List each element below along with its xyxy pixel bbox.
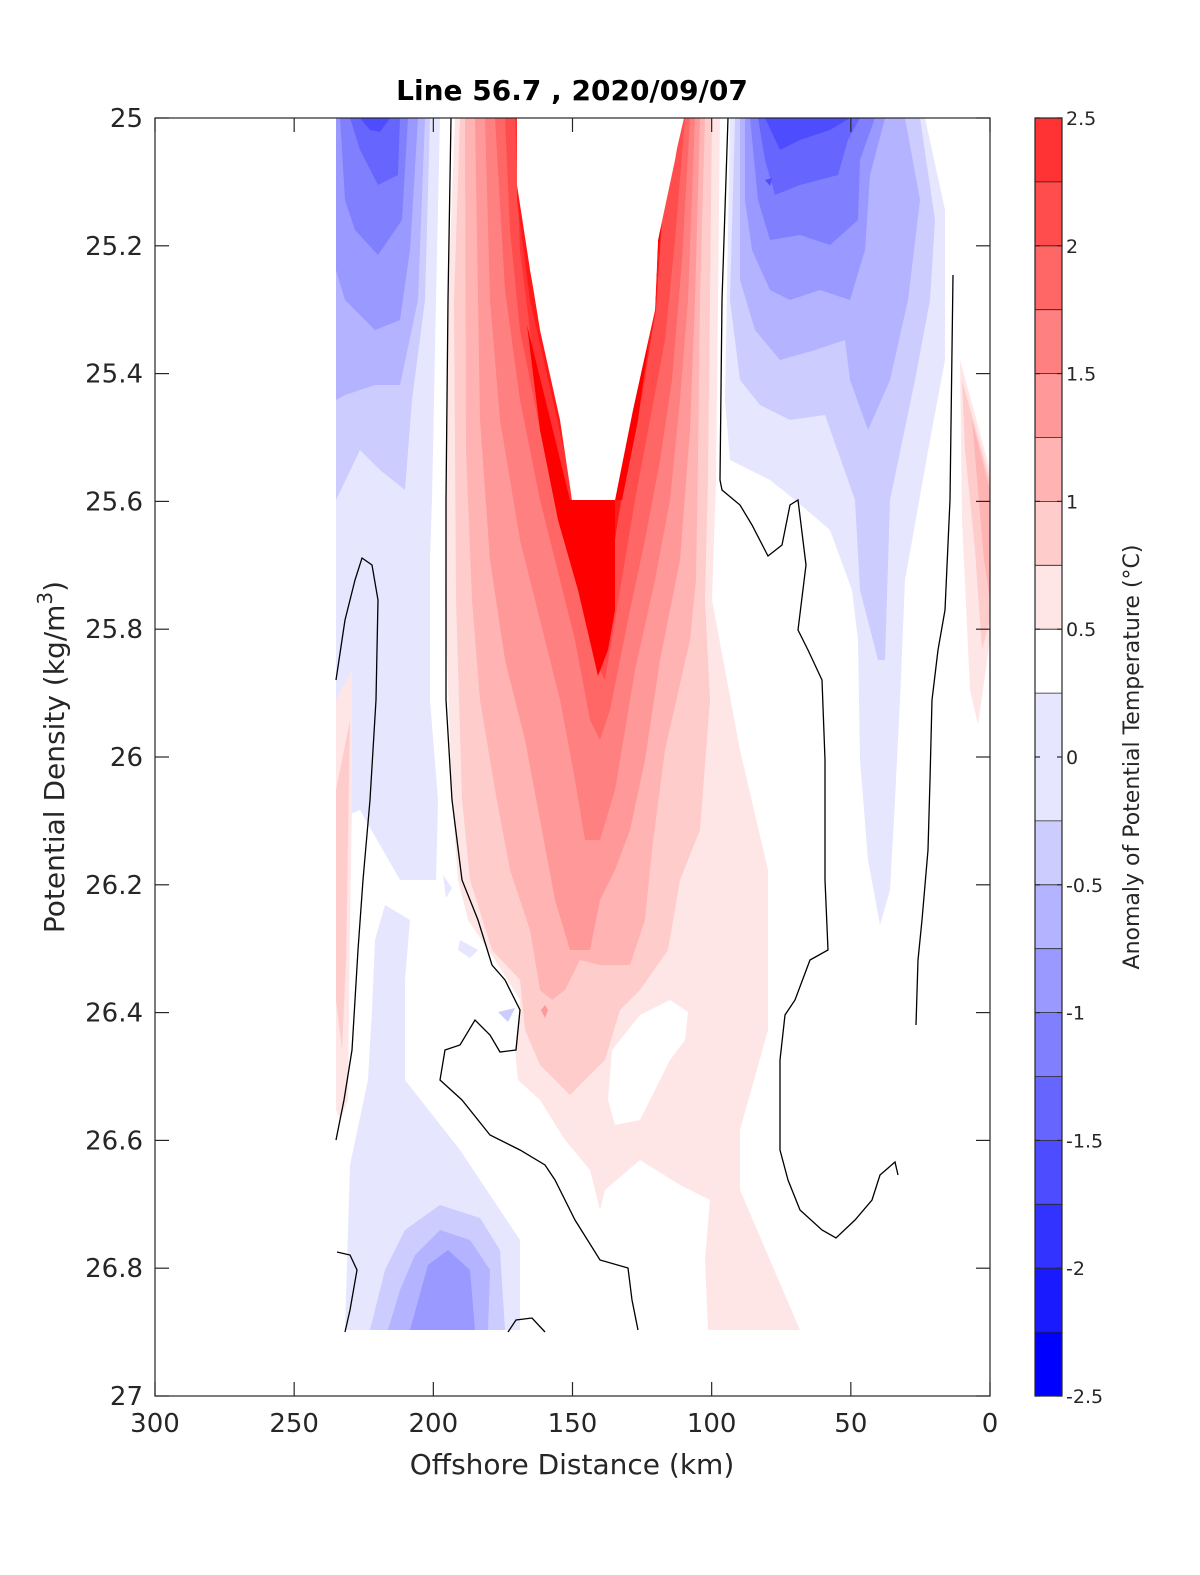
y-tick-label: 25.4	[85, 360, 143, 390]
colorbar-band	[1035, 948, 1062, 1014]
colorbar-tick-label: 0	[1066, 747, 1078, 769]
colorbar-band	[1035, 1268, 1062, 1333]
colorbar-labels: 2.5 2 1.5 1 0.5 0 -0.5 -1 -1.5 -2 -2.5	[1066, 108, 1103, 1408]
colorbar-band	[1035, 309, 1062, 375]
colorbar-tick-label: 0.5	[1066, 619, 1096, 641]
contour-fill	[443, 875, 452, 898]
y-axis-title: Potential Density (kg/m3)	[33, 581, 71, 933]
x-tick-label: 200	[409, 1409, 459, 1439]
y-ticks	[155, 117, 990, 1397]
colorbar-tick-label: -0.5	[1066, 875, 1103, 897]
colorbar-band	[1035, 1012, 1062, 1077]
x-ticks	[154, 118, 991, 1396]
y-tick-label: 25.8	[85, 615, 143, 645]
colorbar-band	[1035, 1332, 1062, 1397]
y-tick-label: 26	[110, 743, 143, 773]
y-axis-title-close: )	[38, 581, 71, 592]
colorbar-title: Anomaly of Potential Temperature (°C)	[1120, 545, 1145, 970]
y-tick-label: 26.8	[85, 1254, 143, 1284]
colorbar-band	[1035, 884, 1062, 950]
colorbar-ticks	[1035, 117, 1062, 1397]
x-tick-labels: 300 250 200 150 100 50 0	[130, 1409, 998, 1439]
contour-line	[439, 117, 639, 1331]
colorbar-band	[1035, 1140, 1062, 1205]
colorbar-band	[1035, 501, 1062, 566]
y-axis-title-sup: 3	[33, 592, 57, 605]
colorbar-band	[1035, 437, 1062, 502]
x-tick-label: 50	[834, 1409, 867, 1439]
colorbar-band	[1035, 1204, 1062, 1269]
contour-fill	[765, 118, 850, 150]
colorbar-tick-label: 1.5	[1066, 364, 1096, 386]
y-tick-label: 27	[110, 1382, 143, 1412]
colorbar-tick-label: -2	[1066, 1258, 1085, 1280]
y-tick-label: 25	[110, 104, 143, 134]
colorbar-tick-label: 1	[1066, 491, 1078, 513]
x-tick-label: 150	[548, 1409, 598, 1439]
contour-fill	[336, 720, 350, 1050]
colorbar-band	[1035, 565, 1062, 630]
colorbar-tick-label: 2.5	[1066, 108, 1096, 130]
contour-line	[336, 1251, 358, 1333]
colorbar-band	[1035, 118, 1062, 183]
colorbar	[1035, 117, 1062, 1397]
contour-fill	[498, 1008, 515, 1022]
colorbar-tick-label: 2	[1066, 236, 1078, 258]
colorbar-band	[1035, 181, 1062, 247]
x-tick-label: 100	[687, 1409, 737, 1439]
contour-fill	[360, 118, 390, 132]
contour-fills	[336, 118, 990, 1330]
colorbar-band	[1035, 820, 1062, 886]
x-tick-label: 250	[269, 1409, 319, 1439]
y-tick-label: 26.2	[85, 871, 143, 901]
contour-fill	[765, 178, 772, 186]
colorbar-band	[1035, 629, 1062, 694]
contour-fill	[962, 380, 990, 650]
x-axis-title: Offshore Distance (km)	[410, 1448, 735, 1481]
zero-contour-lines	[335, 117, 954, 1333]
contour-fill	[608, 1000, 688, 1125]
colorbar-band	[1035, 245, 1062, 311]
colorbar-band	[1035, 1076, 1062, 1141]
contour-fill	[350, 118, 400, 185]
y-tick-label: 25.6	[85, 487, 143, 517]
contour-fill	[972, 420, 990, 600]
contour-fill	[541, 1005, 548, 1018]
x-tick-label: 300	[130, 1409, 180, 1439]
y-axis-title-main: Potential Density (kg/m	[38, 605, 71, 934]
colorbar-band	[1035, 373, 1062, 438]
colorbar-tick-label: -1	[1066, 1003, 1085, 1025]
y-tick-label: 26.6	[85, 1126, 143, 1156]
y-tick-label: 25.2	[85, 232, 143, 262]
contour-line	[719, 117, 899, 1239]
y-tick-labels: 25 25.2 25.4 25.6 25.8 26 26.2 26.4 26.6 26.8 27	[85, 104, 143, 1412]
contour-line	[915, 274, 954, 1026]
colorbar-tick-label: -1.5	[1066, 1130, 1103, 1152]
x-tick-label: 0	[982, 1409, 999, 1439]
contour-fill	[518, 118, 684, 500]
colorbar-tick-label: -2.5	[1066, 1386, 1103, 1408]
y-tick-label: 26.4	[85, 999, 143, 1029]
contour-fill	[527, 325, 615, 676]
contour-fill	[458, 940, 478, 958]
chart-title: Line 56.7 , 2020/09/07	[396, 74, 748, 107]
contour-fill	[410, 1250, 475, 1330]
contour-line	[507, 1317, 546, 1333]
contour-line	[335, 556, 379, 1141]
